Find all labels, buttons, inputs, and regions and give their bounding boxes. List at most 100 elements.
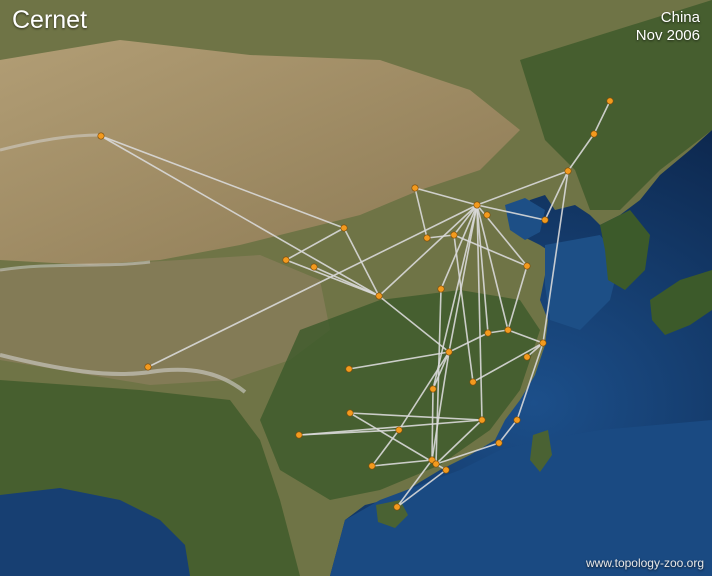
network-link [435,419,483,465]
plateau-region [0,255,330,385]
network-link [476,204,483,421]
network-link [414,187,478,206]
korean-peninsula [600,210,650,290]
network-link [440,204,478,290]
network-node[interactable] [606,97,614,105]
network-node[interactable] [564,167,572,175]
network-node[interactable] [423,234,431,242]
network-node[interactable] [282,256,290,264]
network-link [414,187,428,239]
kunlun-snow [0,260,151,272]
network-link [516,342,544,421]
network-node[interactable] [523,262,531,270]
network-node[interactable] [484,329,492,337]
network-link [378,204,478,297]
network-node[interactable] [478,416,486,424]
taiwan [530,430,552,472]
network-node[interactable] [295,431,303,439]
network-link [396,459,433,508]
network-link [542,170,569,344]
network-node[interactable] [504,326,512,334]
network-link [298,419,483,436]
desert-region [0,40,520,265]
network-node[interactable] [393,503,401,511]
network-node[interactable] [539,339,547,347]
network-node[interactable] [346,409,354,417]
japan [650,270,712,335]
network-node[interactable] [450,231,458,239]
network-node[interactable] [442,466,450,474]
network-link [448,204,478,353]
network-link [567,133,595,172]
network-node[interactable] [97,132,105,140]
network-node[interactable] [469,378,477,386]
network-link [371,429,400,467]
network-link [100,135,380,297]
map-meta: China Nov 2006 [636,9,700,45]
network-node[interactable] [495,439,503,447]
network-node[interactable] [429,385,437,393]
network-link [453,204,478,236]
network-link [498,419,518,444]
network-link [476,170,569,206]
network-node[interactable] [432,460,440,468]
network-link [298,429,400,436]
network-node[interactable] [473,201,481,209]
map-date: Nov 2006 [635,27,700,44]
network-node[interactable] [541,216,549,224]
network-link [431,351,450,461]
network-node[interactable] [483,211,491,219]
credit-link[interactable]: www.topology-zoo.org [585,556,704,570]
network-link [426,234,455,239]
network-node[interactable] [144,363,152,371]
yellow-sea [545,235,620,330]
south-china-sea [330,420,712,576]
network-link [432,351,450,390]
network-link [453,234,528,267]
network-link [544,170,569,221]
network-link [398,351,450,431]
network-link [285,259,380,297]
network-link [435,442,500,465]
network-node[interactable] [445,348,453,356]
network-link [453,234,474,383]
network-link [507,265,528,331]
network-link [313,266,380,297]
map-title: Cernet [12,6,88,34]
network-links [100,100,611,508]
network-link [476,204,509,331]
network-node[interactable] [368,462,376,470]
tianshan-snow [0,133,101,152]
network-link [432,204,478,390]
network-link [147,204,478,368]
network-node[interactable] [590,130,598,138]
network-link [448,332,489,353]
network-link [435,288,442,465]
network-node[interactable] [523,353,531,361]
bay-of-bengal [0,488,190,576]
forest-northeast [520,0,712,210]
network-link [100,135,345,229]
network-node[interactable] [411,184,419,192]
network-node[interactable] [375,292,383,300]
network-link [472,342,544,383]
network-link [396,469,447,508]
network-link [349,412,483,421]
network-node[interactable] [395,426,403,434]
network-link [348,351,450,370]
network-node[interactable] [513,416,521,424]
map-region: China [660,9,700,26]
network-link [507,329,544,344]
himalaya-snow [0,353,247,394]
network-node[interactable] [340,224,348,232]
network-link [476,204,546,221]
network-link [593,100,611,135]
bohai-sea [505,198,545,240]
network-link [476,204,489,334]
network-node[interactable] [437,285,445,293]
network-node[interactable] [310,263,318,271]
network-node[interactable] [345,365,353,373]
network-nodes [97,97,614,511]
